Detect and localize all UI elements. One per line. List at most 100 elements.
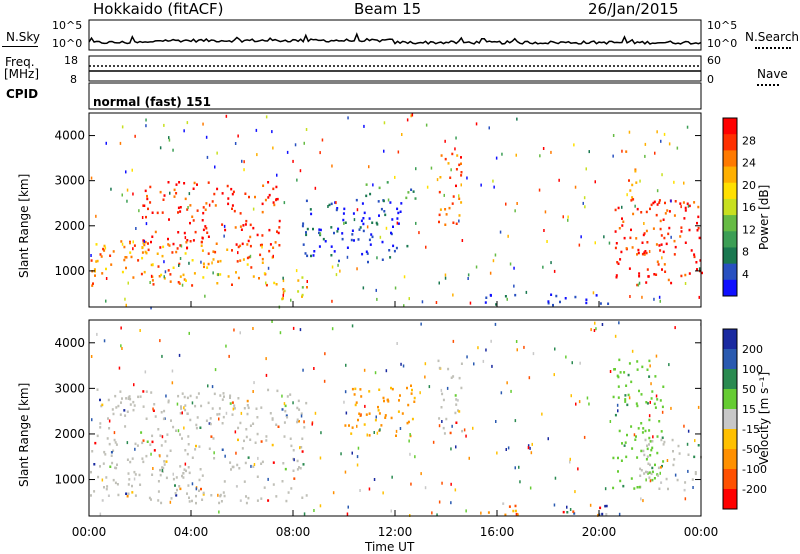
echo-point [265,435,268,438]
echo-point [443,432,446,435]
echo-point [166,454,169,458]
echo-point [330,226,333,229]
noise-point [188,261,190,265]
echo-point [180,405,182,408]
echo-point [208,447,211,450]
noise-point [132,192,134,196]
echo-point [261,261,264,264]
echo-point [159,473,162,477]
echo-point [201,219,204,222]
echo-point [213,457,216,460]
noise-point [375,415,377,419]
echo-point [625,384,628,387]
noise-point [583,435,586,439]
noise-point [363,124,365,128]
echo-point [222,491,225,494]
echo-point [672,450,674,453]
echo-point [237,438,239,442]
echo-point [194,404,197,408]
echo-point [224,228,227,232]
echo-point [274,241,277,244]
noise-point [121,125,124,129]
noise-point [401,133,403,136]
echo-point [680,226,683,229]
echo-point [196,209,199,212]
noise-point [271,320,273,323]
echo-point [99,422,102,425]
echo-point [249,235,252,239]
echo-point [335,208,338,212]
noise-point [171,381,174,385]
noise-point [161,354,163,358]
echo-point [305,401,308,405]
echo-point [195,396,198,399]
echo-point [141,256,144,260]
echo-point [296,406,299,410]
echo-point [397,410,400,413]
noise-point [172,148,174,152]
echo-point [95,260,98,263]
echo-point [269,243,272,246]
noise-point [567,218,569,222]
echo-point [273,281,276,285]
echo-point [153,449,156,452]
echo-point [272,246,275,249]
echo-point [693,455,696,459]
echo-point [620,250,623,254]
echo-point [661,464,663,468]
noise-point [507,234,509,238]
echo-point [162,198,165,201]
echo-point [691,478,694,481]
echo-point [174,492,177,495]
echo-point [231,249,233,252]
echo-point [278,219,281,223]
echo-point [175,250,178,254]
echo-point [144,250,147,254]
echo-point [209,422,212,426]
echo-point [275,185,278,189]
echo-point [210,494,213,497]
echo-point [123,258,126,262]
noise-point [295,269,298,273]
echo-point [627,393,630,397]
echo-point [267,388,270,392]
noise-point [344,390,347,394]
echo-point [644,438,647,442]
echo-point [286,395,289,398]
echo-point [151,473,154,476]
noise-point [96,332,98,336]
noise-point [235,451,237,455]
echo-point [247,239,250,243]
echo-point [670,281,673,285]
noise-point [648,414,651,418]
echo-point [278,244,281,247]
echo-point [662,218,665,221]
echo-point [260,406,263,409]
echo-point [439,208,442,211]
echo-point [654,406,657,409]
echo-point [170,419,172,422]
echo-point [220,500,223,503]
echo-point [231,401,234,404]
noise-point [617,409,619,413]
echo-point [137,395,140,399]
echo-point [619,479,622,483]
noise-point [396,342,398,345]
noise-point [180,244,183,248]
echo-point [218,501,221,505]
noise-point [505,448,507,451]
noise-point [655,354,658,358]
colorbar-segment [723,349,737,370]
colorbar-tick-label: 16 [742,201,756,214]
noise-point [475,122,478,126]
noise-point [399,427,402,430]
echo-point [302,243,305,246]
echo-point [617,262,620,265]
noise-point [554,347,556,351]
noise-point [495,156,498,160]
echo-point [186,452,189,456]
echo-point [105,476,108,479]
colorbar-segment [723,469,737,490]
noise-point [150,452,152,456]
echo-point [680,274,683,278]
